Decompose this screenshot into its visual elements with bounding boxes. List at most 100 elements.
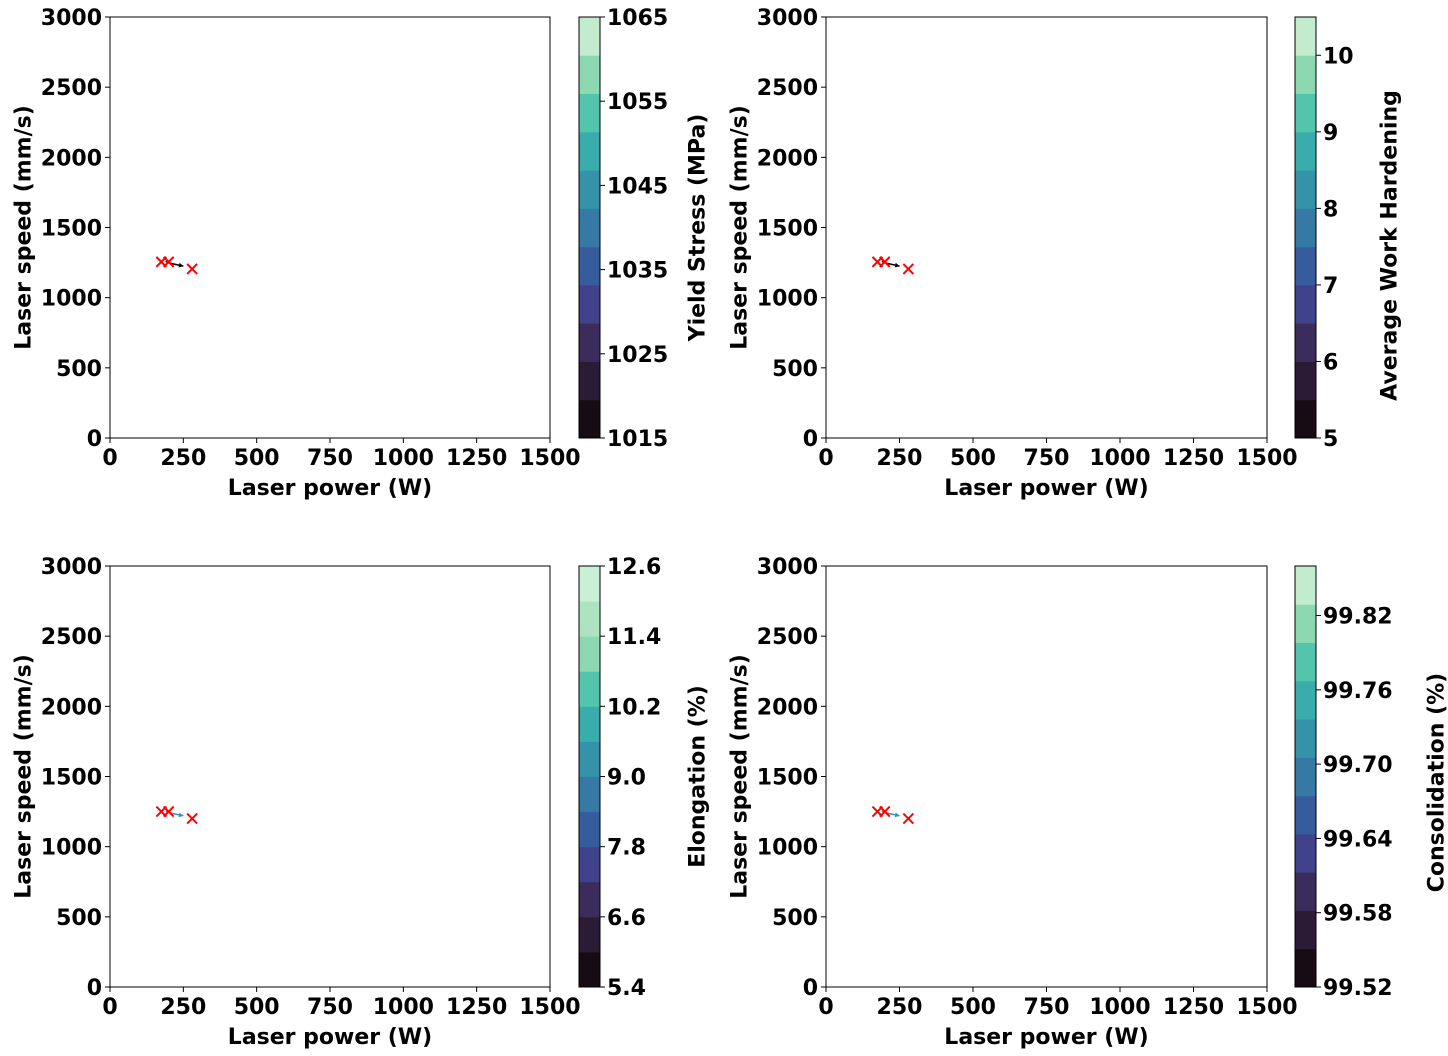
x-tick-label: 1500	[1236, 446, 1297, 471]
y-tick-label: 2500	[757, 625, 818, 650]
x-tick-label: 500	[950, 446, 996, 471]
x-tick-label: 0	[818, 995, 833, 1020]
x-tick-label: 1500	[519, 446, 580, 471]
y-tick-label: 1500	[41, 217, 102, 242]
colorbar-tick-label: 99.82	[1323, 605, 1393, 630]
x-tick-label: 750	[307, 995, 353, 1020]
colorbar-tick-label: 8	[1323, 197, 1338, 222]
colorbar-level	[1295, 795, 1316, 835]
colorbar-tick-label: 1015	[607, 427, 668, 452]
colorbar-tick-label: 9.0	[607, 766, 646, 791]
colorbar-frame	[1294, 16, 1317, 439]
y-tick-label: 2000	[757, 695, 818, 720]
colorbar-level	[1295, 361, 1316, 401]
y-tick-label: 1000	[41, 836, 102, 861]
y-tick-label: 1500	[757, 217, 818, 242]
plot-area	[825, 16, 1268, 439]
y-tick-label: 2500	[757, 76, 818, 101]
x-tick-label: 0	[102, 995, 117, 1020]
colorbar-tick-label: 1025	[607, 343, 668, 368]
colorbar-level	[579, 55, 600, 95]
colorbar-level	[579, 246, 600, 286]
y-axis-label: Laser speed (mm/s)	[728, 654, 753, 899]
y-tick-label: 500	[772, 357, 818, 382]
x-axis-label: Laser power (W)	[228, 476, 432, 501]
data-point-marker	[186, 812, 198, 825]
colorbar-level	[1295, 170, 1316, 209]
y-tick-label: 2000	[41, 695, 102, 720]
colorbar-tick-label: 7.8	[607, 836, 646, 861]
colorbar-level	[579, 170, 600, 209]
colorbar-tick-label: 10.2	[607, 695, 661, 720]
colorbar-level	[579, 323, 600, 362]
data-point-marker	[879, 256, 891, 268]
colorbar-level	[1295, 131, 1316, 171]
trajectory-arrowhead	[894, 812, 900, 818]
colorbar-label: Consolidation (%)	[1425, 673, 1448, 892]
x-tick-label: 250	[160, 446, 206, 471]
y-tick-label: 1500	[757, 766, 818, 791]
colorbar-level	[579, 93, 600, 133]
colorbar-level	[579, 636, 600, 672]
x-tick-label: 1500	[519, 995, 580, 1020]
subplot-4: 0 250 500 750 1000 1250 1500 0 500 1000 1500 2000 25…	[728, 555, 1448, 1050]
colorbar-tick-label: 9	[1323, 121, 1338, 146]
colorbar-tick-label: 1065	[607, 6, 668, 31]
colorbar-tick-label: 99.58	[1323, 902, 1393, 927]
y-tick-label: 1000	[41, 287, 102, 312]
colorbar-tick-label: 6.6	[607, 906, 646, 931]
data-point-marker	[902, 812, 915, 825]
x-axis-label: Laser power (W)	[944, 1025, 1148, 1050]
colorbar-tick-label: 11.4	[607, 625, 661, 650]
y-tick-label: 0	[87, 976, 102, 1001]
data-point-marker	[162, 256, 175, 268]
y-tick-label: 0	[87, 427, 102, 452]
x-axis-label: Laser power (W)	[944, 476, 1148, 501]
colorbar-level	[1295, 323, 1316, 362]
colorbar-level	[579, 846, 600, 883]
x-tick-label: 1000	[373, 446, 434, 471]
colorbar-level	[1295, 719, 1316, 758]
colorbar-level	[579, 566, 600, 602]
colorbar-level	[1295, 872, 1316, 911]
colorbar-tick-label: 12.6	[607, 555, 661, 580]
colorbar-tick-label: 99.70	[1323, 753, 1393, 778]
x-tick-label: 250	[160, 995, 206, 1020]
x-tick-label: 1250	[1163, 995, 1224, 1020]
x-tick-label: 1000	[1089, 446, 1150, 471]
colorbar-tick-label: 99.64	[1323, 827, 1393, 852]
colorbar-level	[579, 741, 600, 777]
colorbar-label: Yield Stress (MPa)	[686, 114, 711, 343]
y-tick-label: 500	[56, 906, 102, 931]
x-tick-label: 500	[234, 995, 280, 1020]
y-axis-label: Laser speed (mm/s)	[12, 654, 37, 899]
colorbar-level	[1295, 55, 1316, 95]
colorbar-level	[1295, 910, 1316, 950]
x-tick-label: 0	[818, 446, 833, 471]
colorbar-tick-label: 7	[1323, 274, 1338, 299]
colorbar-level	[579, 208, 600, 248]
x-tick-label: 250	[877, 446, 923, 471]
colorbar-level	[1295, 17, 1316, 56]
colorbar-tick-label: 99.76	[1323, 679, 1393, 704]
colorbar-label: Elongation (%)	[686, 685, 711, 868]
trajectory-arrowhead	[178, 812, 184, 818]
x-tick-label: 750	[307, 446, 353, 471]
colorbar-tick-label: 1045	[607, 174, 668, 199]
y-tick-label: 2000	[757, 146, 818, 171]
colorbar-tick-label: 1055	[607, 90, 668, 115]
colorbar-level	[1295, 566, 1316, 605]
plot-area	[825, 565, 1268, 988]
x-tick-label: 1250	[446, 446, 507, 471]
colorbar-level	[579, 811, 600, 848]
colorbar-level	[579, 776, 600, 813]
colorbar-level	[579, 17, 600, 56]
colorbar-level	[1295, 208, 1316, 248]
colorbar-level	[579, 284, 600, 324]
colorbar-tick-label: 5	[1323, 427, 1338, 452]
colorbar-level	[1295, 93, 1316, 133]
colorbar-tick-label: 1035	[607, 259, 668, 284]
colorbar-level	[579, 601, 600, 637]
colorbar-level	[579, 881, 600, 918]
colorbar-level	[579, 361, 600, 401]
